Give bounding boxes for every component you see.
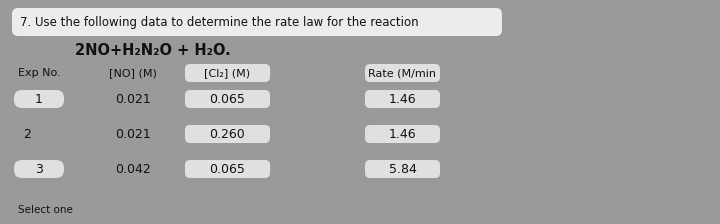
FancyBboxPatch shape [365, 90, 440, 108]
Text: Rate (M/min: Rate (M/min [369, 68, 436, 78]
Text: 1.46: 1.46 [389, 93, 416, 106]
Text: 5.84: 5.84 [389, 162, 416, 175]
FancyBboxPatch shape [12, 8, 502, 36]
Text: 0.021: 0.021 [114, 93, 150, 106]
FancyBboxPatch shape [14, 160, 64, 178]
Text: [Cl₂] (M): [Cl₂] (M) [204, 68, 251, 78]
FancyBboxPatch shape [185, 90, 270, 108]
FancyBboxPatch shape [185, 160, 270, 178]
Text: Exp No.: Exp No. [18, 68, 60, 78]
Text: 2: 2 [23, 127, 31, 140]
Text: 1: 1 [35, 93, 43, 106]
Text: [NO] (M): [NO] (M) [109, 68, 156, 78]
Text: 1.46: 1.46 [389, 127, 416, 140]
Text: 0.260: 0.260 [210, 127, 246, 140]
Text: 0.065: 0.065 [210, 162, 246, 175]
Text: 3: 3 [35, 162, 43, 175]
Text: Select one: Select one [18, 205, 73, 215]
Text: 7. Use the following data to determine the rate law for the reaction: 7. Use the following data to determine t… [20, 15, 418, 28]
FancyBboxPatch shape [14, 90, 64, 108]
Text: 2NO+H₂N₂O + H₂O.: 2NO+H₂N₂O + H₂O. [75, 43, 230, 58]
FancyBboxPatch shape [365, 64, 440, 82]
FancyBboxPatch shape [365, 125, 440, 143]
FancyBboxPatch shape [185, 125, 270, 143]
Text: 0.065: 0.065 [210, 93, 246, 106]
Text: 0.042: 0.042 [114, 162, 150, 175]
FancyBboxPatch shape [365, 160, 440, 178]
Text: 0.021: 0.021 [114, 127, 150, 140]
FancyBboxPatch shape [185, 64, 270, 82]
